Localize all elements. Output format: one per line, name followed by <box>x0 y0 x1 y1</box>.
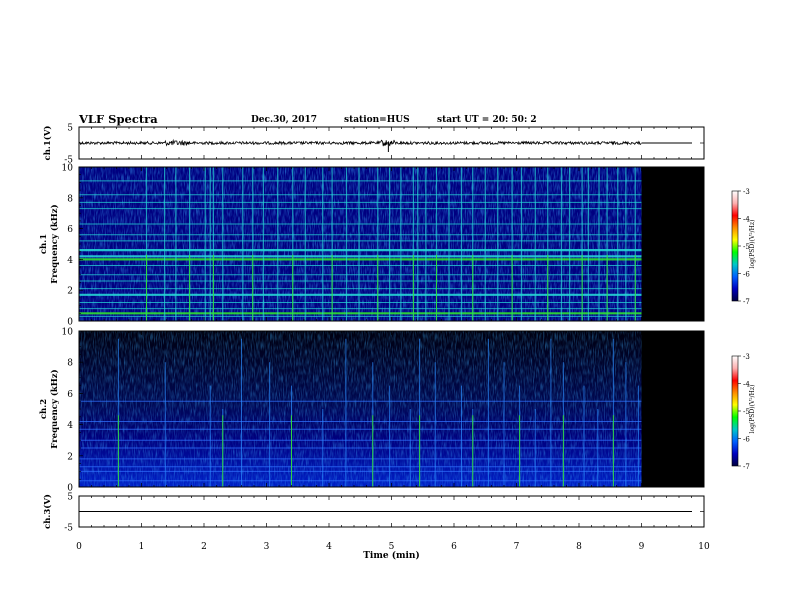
ch1-spectrogram-panel: 0 2 4 6 8 10 ch.1 Frequency (kHz) <box>39 164 705 328</box>
colorbar-tick-label: -7 <box>743 463 750 471</box>
y-tick-label: 10 <box>62 164 74 174</box>
y-tick-label: 4 <box>67 256 73 266</box>
y-tick-label: -5 <box>64 156 73 166</box>
colorbar-tick-label: -6 <box>743 436 750 444</box>
y-tick-label: 2 <box>67 287 73 297</box>
spectrum-noise <box>79 167 642 321</box>
spectrum-noise <box>79 331 642 487</box>
x-tick-label: 5 <box>389 542 395 552</box>
ch1-waveform-trace <box>78 138 642 147</box>
y-tick-label: 2 <box>67 452 73 462</box>
y-tick-label: 0 <box>67 318 73 328</box>
colorbar-tick-label: -4 <box>743 216 750 224</box>
y-tick-label: 8 <box>67 194 73 204</box>
x-tick-label: 7 <box>514 542 520 552</box>
y-tick-label: -5 <box>64 524 73 534</box>
recording-date: Dec.30, 2017 <box>251 115 317 125</box>
ch3-waveform-ylabel: ch.3(V) <box>42 494 53 529</box>
y-tick-label: 10 <box>62 328 74 338</box>
colorbar-tick-label: -5 <box>743 408 750 416</box>
x-tick-label: 4 <box>326 542 332 552</box>
y-tick-label: 0 <box>67 484 73 494</box>
x-tick-label: 0 <box>76 542 82 552</box>
station-label: station=HUS <box>344 115 410 125</box>
y-tick-label: 6 <box>67 390 73 400</box>
colorbar-tick-label: -5 <box>743 243 750 251</box>
y-tick-label: 8 <box>67 359 73 369</box>
y-tick-label: 5 <box>67 493 73 503</box>
ch1-waveform-ylabel: ch.1(V) <box>42 126 53 161</box>
ch1-colorbar: -3 -4 -5 -6 -7 log(PSD)(V²/Hz) <box>731 188 756 306</box>
y-tick-label: 5 <box>67 124 73 134</box>
x-tick-label: 6 <box>451 542 457 552</box>
ch2-spectrogram-colorbar-strip <box>731 355 739 467</box>
colorbar-tick-label: -6 <box>743 271 750 279</box>
x-tick-label: 10 <box>698 542 710 552</box>
ch3-waveform-panel: 5 -5 ch.3(V) 0 1 2 3 4 5 6 7 8 9 10 Time (min) <box>42 493 710 562</box>
y-tick-label: 6 <box>67 225 73 235</box>
ch1-spectrogram-channel-label: ch.1 <box>39 234 49 254</box>
x-tick-label: 8 <box>576 542 582 552</box>
x-tick-label: 1 <box>139 542 145 552</box>
x-tick-label: 2 <box>201 542 207 552</box>
colorbar-tick-label: -4 <box>743 381 750 389</box>
start-time-label: start UT = 20: 50: 2 <box>437 115 537 125</box>
ch1-waveform-panel: 5 -5 ch.1(V) <box>42 124 705 166</box>
x-axis-label: Time (min) <box>363 550 420 561</box>
ch2-spectrogram-ylabel: Frequency (kHz) <box>49 369 60 448</box>
y-tick-label: 4 <box>67 421 73 431</box>
colorbar-tick-label: -3 <box>743 188 750 196</box>
ch2-spectrogram-panel: 0 2 4 6 8 10 ch.2 Frequency (kHz) <box>39 328 705 494</box>
colorbar-tick-label: -7 <box>743 298 750 306</box>
ch1-spectrogram-colorbar-label: log(PSD)(V²/Hz) <box>749 220 756 269</box>
ch2-colorbar: -3 -4 -5 -6 -7 log(PSD)(V²/Hz) <box>731 353 756 471</box>
x-tick-label: 3 <box>264 542 270 552</box>
ch2-spectrogram-channel-label: ch.2 <box>39 399 49 419</box>
ch1-spectrogram-colorbar-strip <box>731 190 739 302</box>
colorbar-tick-label: -3 <box>743 353 750 361</box>
ch2-spectrogram-colorbar-label: log(PSD)(V²/Hz) <box>749 385 756 434</box>
ch1-spectrogram-ylabel: Frequency (kHz) <box>49 204 60 283</box>
x-tick-label: 9 <box>639 542 645 552</box>
chart-title: VLF Spectra <box>79 112 158 126</box>
